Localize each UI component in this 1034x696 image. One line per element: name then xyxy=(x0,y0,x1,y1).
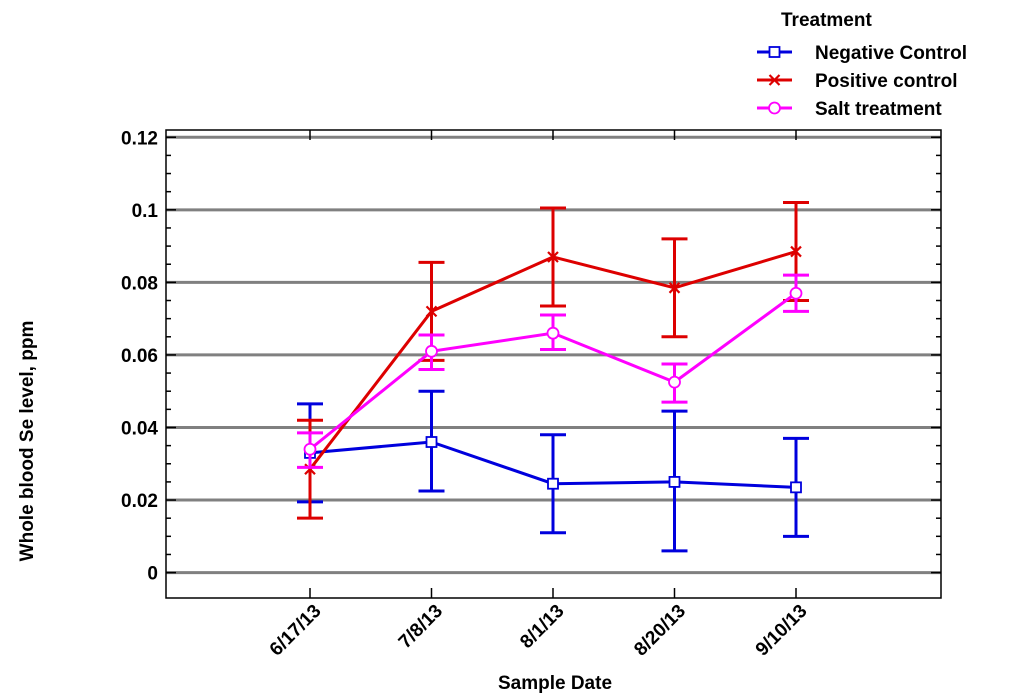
legend-marker xyxy=(768,74,781,86)
x-tick-label: 8/20/13 xyxy=(630,601,690,661)
data-point xyxy=(304,463,316,475)
legend-title: Treatment xyxy=(781,10,872,31)
data-point xyxy=(547,477,559,490)
y-axis: 0 0.02 0.04 0.06 0.08 0.1 0.12 xyxy=(121,128,941,585)
legend-item: Negative Control xyxy=(757,43,967,64)
legend-label: Positive control xyxy=(815,71,958,92)
x-axis-title: Sample Date xyxy=(498,673,612,694)
x-tick-label: 8/1/13 xyxy=(516,601,568,653)
data-point xyxy=(790,481,802,494)
y-tick-label: 0.06 xyxy=(121,346,158,367)
y-tick-label: 0.08 xyxy=(121,273,158,294)
x-tick-label: 6/17/13 xyxy=(266,601,326,661)
legend-item: Positive control xyxy=(757,71,958,92)
legend-marker xyxy=(768,46,781,58)
series-1 xyxy=(297,201,809,520)
data-point xyxy=(668,282,681,294)
legend-label: Salt treatment xyxy=(815,99,942,120)
y-tick-label: 0.12 xyxy=(121,128,158,149)
data-point xyxy=(668,375,681,389)
y-tick-label: 0.04 xyxy=(121,418,158,439)
series-0 xyxy=(297,389,809,553)
data-point xyxy=(790,245,802,258)
x-tick-label: 7/8/13 xyxy=(395,601,447,653)
legend-marker xyxy=(768,101,781,115)
data-point xyxy=(547,251,559,263)
legend: Treatment Negative Control Positive contr… xyxy=(757,10,967,120)
data-point xyxy=(425,305,438,318)
y-tick-label: 0 xyxy=(147,564,158,585)
data-point xyxy=(546,326,560,340)
data-point xyxy=(789,286,803,300)
series-layer xyxy=(297,201,809,553)
y-tick-label: 0.02 xyxy=(121,491,158,512)
data-point xyxy=(425,344,438,358)
legend-item: Salt treatment xyxy=(757,99,942,120)
y-tick-label: 0.1 xyxy=(132,201,159,222)
data-point xyxy=(425,436,438,448)
data-point xyxy=(668,476,681,488)
y-axis-title: Whole blood Se level, ppm xyxy=(17,321,38,562)
series-2 xyxy=(297,273,809,469)
data-point xyxy=(303,442,317,456)
x-tick-label: 9/10/13 xyxy=(752,601,812,661)
legend-label: Negative Control xyxy=(815,43,967,64)
